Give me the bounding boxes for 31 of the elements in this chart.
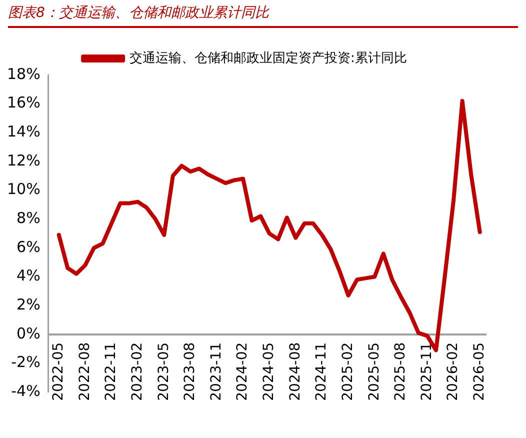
y-tick-label: 2% [16, 295, 40, 314]
x-tick-label: 2025-08 [392, 342, 409, 401]
y-tick-label: -2% [11, 353, 40, 372]
y-tick-label: 4% [16, 266, 40, 285]
x-tick-label: 2022-05 [50, 342, 67, 401]
x-tick-label: 2022-11 [103, 342, 120, 401]
y-tick-label: -4% [11, 382, 40, 400]
x-tick-label: 2026-02 [445, 342, 462, 401]
y-tick-label: 12% [6, 151, 40, 170]
x-tick-label: 2025-05 [366, 342, 382, 401]
y-tick-label: 0% [16, 324, 40, 342]
x-tick-label: 2024-11 [314, 342, 330, 401]
x-tick-label: 2023-11 [208, 342, 224, 401]
x-tick-label: 2023-08 [182, 342, 198, 401]
y-tick-label: 8% [16, 208, 40, 227]
x-tick-label: 2024-05 [261, 342, 278, 401]
y-tick-label: 6% [16, 238, 40, 256]
x-tick-label: 2025-11 [418, 342, 435, 401]
legend-label: 交通运输、仓储和邮政业固定资产投资:累计同比 [130, 50, 407, 66]
x-tick-label: 2024-02 [234, 342, 251, 401]
x-tick-label: 2023-02 [129, 342, 146, 401]
x-tick-label: 2024-08 [287, 342, 304, 401]
x-tick-label: 2022-08 [76, 342, 93, 401]
y-tick-label: 16% [6, 94, 40, 112]
chart-title: 图表8：交通运输、仓储和邮政业累计同比 [8, 4, 518, 28]
x-tick-label: 2025-02 [340, 342, 356, 401]
x-tick-label: 2023-05 [156, 342, 172, 401]
y-tick-label: 18% [6, 64, 40, 83]
y-tick-label: 14% [6, 122, 40, 141]
y-tick-label: 10% [6, 180, 40, 198]
x-tick-label: 2026-05 [472, 342, 488, 401]
